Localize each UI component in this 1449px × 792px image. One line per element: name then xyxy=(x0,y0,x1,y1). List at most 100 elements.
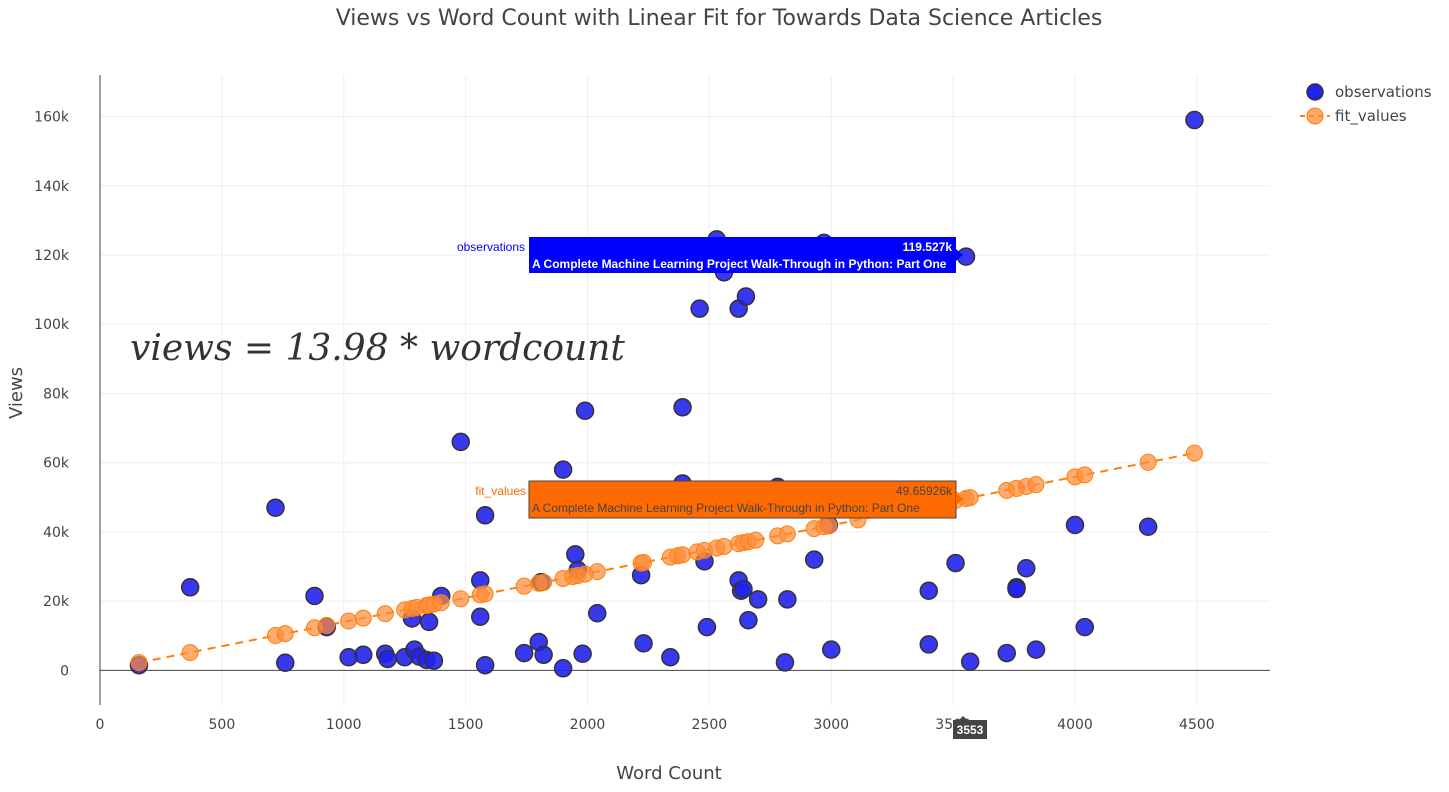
fit-value-point[interactable] xyxy=(515,577,533,595)
observation-point[interactable] xyxy=(1065,515,1085,535)
x-tick-label: 500 xyxy=(209,717,236,733)
fit-value-point[interactable] xyxy=(354,609,372,627)
fit-value-point[interactable] xyxy=(674,546,692,564)
observation-point[interactable] xyxy=(471,607,490,626)
hover-label-fit-values: fit_values 49.65926k A Complete Machine … xyxy=(475,480,963,519)
x-tick-label: 4000 xyxy=(1057,717,1093,733)
observation-point[interactable] xyxy=(919,581,938,601)
observation-point[interactable] xyxy=(514,643,534,663)
observation-point[interactable] xyxy=(697,617,717,637)
observation-point[interactable] xyxy=(553,659,573,678)
hover-obs-value: 119.527k xyxy=(903,240,953,254)
legend-observations-label: observations xyxy=(1335,83,1432,101)
observation-point[interactable] xyxy=(1185,110,1204,130)
observation-point[interactable] xyxy=(997,643,1016,663)
hover-obs-pointer xyxy=(956,249,963,261)
observations-series[interactable] xyxy=(129,110,1204,678)
fit-value-point[interactable] xyxy=(961,489,979,507)
fit-value-point[interactable] xyxy=(340,612,358,630)
observation-point[interactable] xyxy=(553,460,573,479)
fit-value-point[interactable] xyxy=(820,517,838,535)
fit-value-point[interactable] xyxy=(778,525,796,543)
observation-point[interactable] xyxy=(690,299,709,318)
fit-value-point[interactable] xyxy=(635,553,653,571)
gridlines xyxy=(100,75,1270,705)
observation-point[interactable] xyxy=(475,655,495,675)
legend-item-observations[interactable]: observations xyxy=(1306,83,1432,101)
y-tick-label: 0 xyxy=(60,663,69,679)
fit-value-point[interactable] xyxy=(130,654,148,672)
x-tick-label: 4500 xyxy=(1179,717,1215,733)
observation-point[interactable] xyxy=(946,553,965,573)
fit-value-point[interactable] xyxy=(1185,444,1203,462)
observation-point[interactable] xyxy=(266,498,285,517)
fit-value-point[interactable] xyxy=(747,531,765,549)
fit-value-point[interactable] xyxy=(376,605,394,623)
fit-value-point[interactable] xyxy=(1139,453,1157,471)
observation-point[interactable] xyxy=(588,604,607,623)
fit-value-point[interactable] xyxy=(181,643,199,661)
observation-point[interactable] xyxy=(534,645,553,665)
observation-point[interactable] xyxy=(734,579,753,599)
observation-point[interactable] xyxy=(822,640,841,659)
equation-annotation: views = 13.98 * wordcount xyxy=(130,328,625,369)
observation-point[interactable] xyxy=(276,653,295,673)
hover-x-value: 3553 xyxy=(957,723,984,737)
observation-point[interactable] xyxy=(960,652,980,671)
fit-value-point[interactable] xyxy=(1076,466,1094,484)
hover-label-observations: observations 119.527k A Complete Machine… xyxy=(457,237,963,273)
observation-point[interactable] xyxy=(661,647,680,667)
observation-point[interactable] xyxy=(804,550,824,569)
observation-point[interactable] xyxy=(1017,559,1036,578)
y-tick-label: 60k xyxy=(43,456,70,472)
observation-point[interactable] xyxy=(673,398,692,417)
fit-value-point[interactable] xyxy=(476,585,494,603)
observation-point[interactable] xyxy=(919,635,938,654)
observation-point[interactable] xyxy=(305,586,324,606)
y-tick-label: 20k xyxy=(43,594,70,610)
fit-value-point[interactable] xyxy=(535,573,553,591)
observation-point[interactable] xyxy=(1026,640,1046,659)
hover-x-pointer xyxy=(958,716,968,721)
x-tick-label: 0 xyxy=(96,717,105,733)
fit-value-point[interactable] xyxy=(588,563,606,581)
x-axis-title: Word Count xyxy=(616,763,721,784)
hover-fit-series: fit_values xyxy=(475,484,526,498)
observation-point[interactable] xyxy=(451,432,470,452)
observation-point[interactable] xyxy=(378,649,397,669)
observation-point[interactable] xyxy=(575,401,595,421)
observation-point[interactable] xyxy=(739,610,758,630)
observation-point[interactable] xyxy=(475,506,495,525)
legend[interactable]: observations fit_values xyxy=(1300,83,1432,126)
fit-value-point[interactable] xyxy=(432,594,450,612)
observation-point[interactable] xyxy=(566,545,585,564)
fit-value-point[interactable] xyxy=(1027,476,1045,494)
observation-point[interactable] xyxy=(1138,517,1158,536)
hover-obs-text: A Complete Machine Learning Project Walk… xyxy=(532,257,947,271)
legend-fit-label: fit_values xyxy=(1335,107,1407,126)
legend-observations-marker xyxy=(1306,83,1324,101)
observation-point[interactable] xyxy=(419,612,439,632)
legend-item-fit-values[interactable]: fit_values xyxy=(1300,107,1407,126)
y-tick-label: 100k xyxy=(34,317,70,333)
fit-value-point[interactable] xyxy=(318,616,336,634)
observation-point[interactable] xyxy=(573,644,592,664)
x-tick-labels: 050010001500200025003000350040004500 xyxy=(96,717,1215,733)
fit-values-series[interactable] xyxy=(130,444,1203,672)
observation-point[interactable] xyxy=(634,634,653,653)
y-tick-label: 120k xyxy=(34,248,70,264)
observation-point[interactable] xyxy=(775,653,795,672)
observation-point[interactable] xyxy=(736,287,756,306)
observation-point[interactable] xyxy=(1007,579,1026,599)
observation-point[interactable] xyxy=(424,651,444,670)
fit-value-point[interactable] xyxy=(452,590,470,608)
observation-point[interactable] xyxy=(748,590,768,609)
hover-fit-box xyxy=(528,480,957,519)
observation-point[interactable] xyxy=(778,590,797,609)
observation-point[interactable] xyxy=(180,578,200,597)
observation-point[interactable] xyxy=(1075,617,1094,637)
observation-point[interactable] xyxy=(354,645,373,665)
fit-value-point[interactable] xyxy=(276,625,294,643)
fit-value-point[interactable] xyxy=(715,538,733,556)
